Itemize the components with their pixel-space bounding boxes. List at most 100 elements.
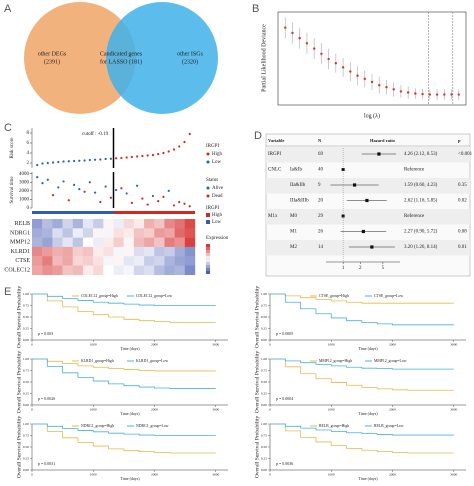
x-tick-label: 2000 xyxy=(389,342,396,346)
heat-cell xyxy=(123,246,135,257)
y-tick-label: 0.75 xyxy=(23,433,29,437)
panel-label: A xyxy=(4,3,12,15)
legend-label: Alive xyxy=(212,186,224,191)
risk-point xyxy=(62,160,65,163)
p-value: p = 0.0036 xyxy=(276,461,293,466)
venn-label: other ISGs xyxy=(177,51,203,57)
point xyxy=(356,74,359,77)
heat-cell xyxy=(52,256,63,266)
x-tick-label: 0 xyxy=(31,472,33,476)
risk-point xyxy=(151,153,155,157)
expr-scale xyxy=(206,256,210,259)
risk-point xyxy=(120,156,123,160)
risk-point xyxy=(167,150,170,153)
heat-cell xyxy=(133,256,145,266)
x-axis-label: Time (days) xyxy=(120,346,140,351)
x-tick-label: 3000 xyxy=(450,342,457,346)
legend-label: KLRD1_group=Low xyxy=(136,359,168,363)
row-band xyxy=(266,147,470,163)
heat-cell xyxy=(184,219,196,229)
time-point xyxy=(178,200,181,204)
legend-dot xyxy=(206,186,210,190)
hr-box xyxy=(370,245,374,249)
cell-n: 20 xyxy=(318,199,324,204)
y-axis-label: Risk score xyxy=(10,137,15,159)
risk-point xyxy=(130,155,134,159)
legend-label: RELB_group=Low xyxy=(374,424,404,428)
risk-point xyxy=(51,161,55,164)
km-curve xyxy=(32,423,216,454)
x-tick-label: 0 xyxy=(269,472,271,476)
cell-var: IRGPI xyxy=(268,152,281,157)
point xyxy=(291,31,294,35)
expr-scale xyxy=(206,265,210,268)
point xyxy=(399,90,403,93)
risk-point xyxy=(125,156,128,159)
point xyxy=(312,47,316,50)
heat-cell xyxy=(154,256,165,266)
legend-title: Status xyxy=(206,178,218,183)
heat-cell xyxy=(144,265,155,275)
heat-cell xyxy=(42,219,53,229)
y-tick-label: 0.00 xyxy=(261,403,267,407)
km-curve xyxy=(32,293,216,306)
x-axis-label: Time (days) xyxy=(358,476,378,481)
panel-label: C xyxy=(4,122,12,134)
heat-cell xyxy=(32,265,43,275)
x-tick-label: 2000 xyxy=(389,472,396,476)
table-head: Variable xyxy=(268,138,284,143)
heat-cell xyxy=(103,265,114,275)
group-bar xyxy=(32,211,114,214)
heat-cell xyxy=(82,256,94,266)
x-tick-label: 2000 xyxy=(151,342,158,346)
point xyxy=(435,93,439,96)
heat-cell xyxy=(154,246,165,257)
gene-label: CTSE xyxy=(15,258,30,264)
heat-cell xyxy=(42,237,53,248)
risk-point xyxy=(162,151,165,155)
y-axis-label: Overall Survival Probability xyxy=(16,351,22,414)
legend-title: Expression xyxy=(206,236,229,241)
table-head: N xyxy=(318,138,322,143)
heat-cell xyxy=(154,219,165,229)
heat-cell xyxy=(72,228,84,238)
heat-cell xyxy=(164,265,175,275)
venn-right xyxy=(106,2,218,114)
heat-cell xyxy=(52,265,63,275)
time-point xyxy=(188,205,191,208)
time-point xyxy=(88,181,91,184)
time-point xyxy=(41,182,44,185)
x-tick-label: 3000 xyxy=(212,407,219,411)
time-point xyxy=(46,178,49,181)
cell-p: 0.08 xyxy=(458,230,467,235)
time-point xyxy=(67,199,70,202)
x-tick-label: 0 xyxy=(269,342,271,346)
km-curve xyxy=(32,293,216,323)
venn-label: (2320) xyxy=(182,58,198,65)
time-point xyxy=(125,192,128,195)
risk-point xyxy=(109,157,112,160)
time-point xyxy=(57,186,60,189)
y-tick-label: 4 xyxy=(27,151,30,156)
heat-cell xyxy=(62,219,73,229)
venn-label: for LASSO (181) xyxy=(100,58,142,65)
time-point xyxy=(115,188,118,192)
y-tick-label: 0.50 xyxy=(261,315,267,319)
risk-point xyxy=(99,158,102,161)
heat-cell xyxy=(164,228,175,238)
cell-n: 40 xyxy=(318,168,324,173)
table-head: p xyxy=(458,138,461,143)
heat-cell xyxy=(123,219,135,229)
point xyxy=(421,92,424,96)
legend-label: NDRG1_group=High xyxy=(81,424,114,428)
heat-cell xyxy=(42,265,53,275)
time-point xyxy=(120,187,123,190)
x-axis-label: Time (days) xyxy=(120,411,140,416)
x-tick-label: 1000 xyxy=(90,472,97,476)
point xyxy=(428,93,432,96)
x-tick-label: 3000 xyxy=(450,472,457,476)
cell-n: 14 xyxy=(318,245,324,250)
heat-cell xyxy=(144,228,155,238)
point xyxy=(327,57,330,61)
